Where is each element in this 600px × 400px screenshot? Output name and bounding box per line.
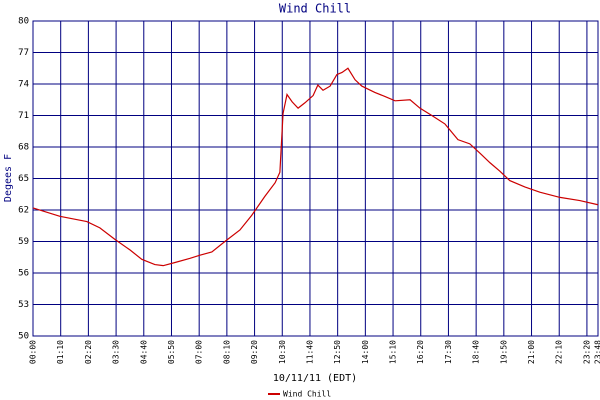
x-tick-label: 23:48 [594,340,600,364]
x-tick-label: 17:30 [444,340,453,364]
x-tick-label: 08:10 [222,340,231,364]
y-tick-label: 77 [18,48,29,58]
x-tick-label: 01:10 [56,340,65,364]
y-axis-label: Degees F [3,154,14,202]
x-tick-label: 22:10 [555,340,564,364]
x-tick-label: 14:00 [361,340,370,364]
y-tick-label: 65 [18,174,29,184]
x-axis-label: 10/11/11 (EDT) [273,373,357,384]
x-tick-label: 19:50 [499,340,508,364]
x-tick-label: 00:00 [29,340,38,364]
y-tick-label: 74 [18,80,29,90]
y-tick-label: 59 [18,237,29,247]
x-tick-label: 21:00 [527,340,536,364]
y-tick-label: 80 [18,17,29,27]
x-tick-label: 12:50 [333,340,342,364]
y-tick-label: 71 [18,111,29,121]
x-tick-label: 05:50 [167,340,176,364]
x-tick-label: 02:20 [84,340,93,364]
x-tick-label: 18:40 [472,340,481,364]
data-line [32,67,599,267]
x-tick-label: 09:20 [250,340,259,364]
x-tick-label: 23:20 [582,340,591,364]
x-tick-label: 04:40 [139,340,148,364]
x-tick-label: 16:20 [416,340,425,364]
x-tick-label: 07:00 [195,340,204,364]
y-tick-label: 56 [18,269,29,279]
x-tick-label: 03:30 [112,340,121,364]
y-tick-label: 62 [18,206,29,216]
x-tick-label: 10:30 [278,340,287,364]
y-tick-label: 53 [18,300,29,310]
legend-label: Wind Chill [283,390,331,399]
x-tick-label: 15:10 [389,340,398,364]
chart-title: Wind Chill [279,2,351,16]
y-tick-label: 68 [18,143,29,153]
x-tick-label: 11:40 [305,340,314,364]
y-tick-label: 50 [18,332,29,342]
